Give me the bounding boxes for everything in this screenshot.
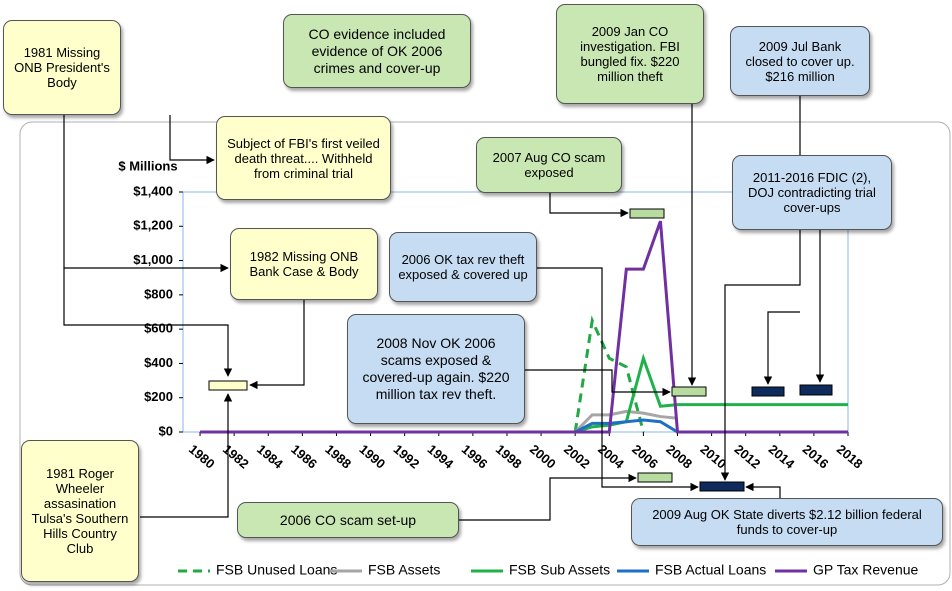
y-axis-title: $ Millions: [118, 158, 177, 173]
y-tick-label: $600: [144, 321, 173, 336]
legend-label: FSB Unused Loans: [216, 562, 337, 578]
annotation-box: 2009 Jul Bank closed to cover up. $216 m…: [730, 26, 870, 96]
y-tick-label: $1,400: [133, 183, 173, 198]
series-line: [574, 409, 678, 434]
series-line: [573, 315, 645, 433]
annotation-box: 2009 Aug OK State diverts $2.12 billion …: [631, 498, 943, 546]
y-tick-label: $1,200: [133, 218, 173, 233]
series-line: [574, 418, 679, 434]
annotation-box: 1981 Roger Wheeler assasination Tulsa's …: [21, 440, 139, 582]
annotation-box: CO evidence included evidence of OK 2006…: [283, 14, 471, 88]
y-tick-label: $0: [159, 423, 173, 438]
legend-label: FSB Sub Assets: [509, 562, 610, 578]
y-tick-label: $1,000: [133, 252, 173, 267]
legend-label: GP Tax Revenue: [813, 562, 919, 578]
annotation-box: 2006 CO scam set-up: [237, 502, 459, 538]
legend-label: FSB Assets: [368, 562, 440, 578]
event-markers: [208, 208, 833, 492]
y-tick-label: $200: [144, 389, 173, 404]
annotation-box: 2006 OK tax rev theft exposed & covered …: [389, 232, 537, 302]
annotation-box: 1982 Missing ONB Bank Case & Body: [230, 228, 378, 300]
annotation-box: 2011-2016 FDIC (2), DOJ contradicting tr…: [732, 155, 892, 230]
annotation-box: Subject of FBI's first veiled death thre…: [216, 116, 391, 200]
y-tick-label: $400: [144, 355, 173, 370]
y-tick-label: $800: [144, 286, 173, 301]
annotation-box: 1981 Missing ONB President's Body: [3, 20, 121, 115]
series-line: [200, 220, 848, 434]
annotation-box: 2009 Jan CO investigation. FBI bungled f…: [556, 4, 704, 104]
annotation-box: 2007 Aug CO scam exposed: [476, 137, 622, 193]
annotation-box: 2008 Nov OK 2006 scams exposed & covered…: [347, 314, 525, 424]
legend-label: FSB Actual Loans: [655, 562, 766, 578]
